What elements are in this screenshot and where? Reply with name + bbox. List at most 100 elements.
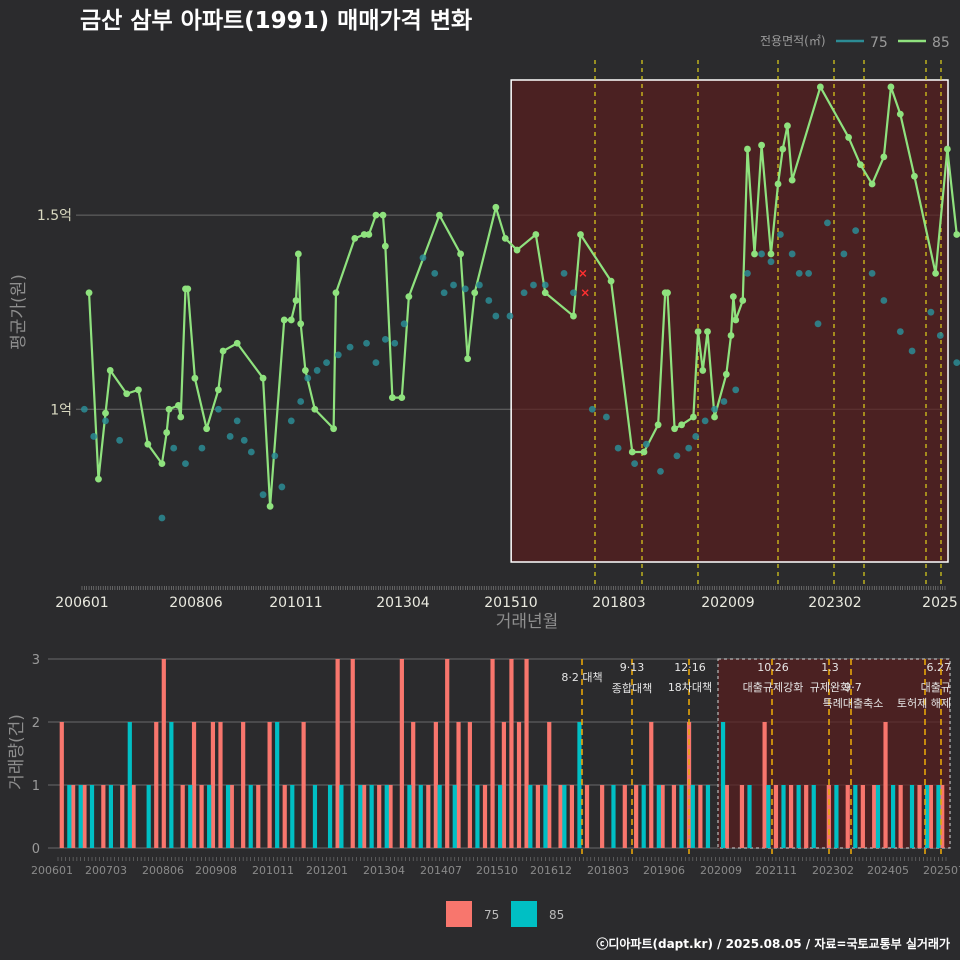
series-85-point-17 — [219, 347, 227, 355]
volume-event-label-5-0: 9·7 — [844, 681, 862, 694]
price-axes: 1억 1.5억 200601 200806 201011 201304 201510 2018… — [37, 208, 958, 611]
series-85-point-35 — [381, 242, 389, 250]
volume-bar-75-63 — [928, 785, 933, 848]
volume-x-tick-2: 200806 — [142, 864, 184, 877]
series-75-point-69 — [908, 347, 916, 355]
series-85-point-71 — [767, 250, 775, 258]
volume-bar-75-4 — [120, 785, 125, 848]
series-85-point-31 — [360, 231, 368, 238]
series-85-point-1 — [95, 475, 102, 483]
volume-bar-75-10 — [199, 785, 204, 848]
series-85-point-44 — [501, 234, 509, 242]
volume-bar-85-27 — [562, 785, 567, 848]
series-85-point-40 — [457, 250, 464, 258]
series-75-point-41 — [570, 289, 577, 297]
volume-bar-85-7 — [188, 785, 193, 848]
volume-bar-75-7 — [161, 659, 166, 848]
series-75-point-40 — [560, 269, 568, 277]
series-85-point-32 — [365, 231, 373, 238]
volume-bar-85-47 — [936, 785, 941, 848]
series-85-point-56 — [671, 425, 678, 433]
bar-legend-swatch-85 — [511, 901, 537, 927]
volume-bar-85-33 — [690, 785, 695, 848]
series-75-point-1 — [90, 433, 98, 440]
series-85-point-47 — [541, 289, 549, 297]
volume-bar-75-59 — [872, 785, 877, 848]
series-75-point-64 — [840, 250, 848, 258]
series-75-point-26 — [391, 339, 399, 347]
series-75-point-6 — [182, 460, 189, 468]
series-75-point-50 — [692, 433, 700, 440]
volume-y-tick-0: 0 — [32, 842, 40, 857]
volume-bar-75-34 — [509, 659, 514, 848]
volume-event-label-2-1: 18차대책 — [668, 681, 712, 694]
volume-bar-75-49 — [698, 785, 703, 848]
series-75-point-34 — [485, 297, 493, 304]
series-75-point-44 — [614, 444, 622, 452]
volume-bar-85-16 — [358, 785, 363, 848]
series-85-point-50 — [607, 277, 615, 285]
series-75-point-24 — [372, 359, 380, 367]
volume-event-label-1-0: 9·13 — [620, 661, 645, 674]
series-75-point-3 — [116, 436, 124, 444]
series-75-point-60 — [795, 269, 803, 277]
series-85-point-19 — [259, 374, 267, 382]
volume-bar-85-38 — [781, 785, 786, 848]
volume-bar-75-23 — [388, 785, 393, 848]
volume-bar-85-22 — [452, 785, 457, 848]
series-75-point-67 — [880, 297, 888, 304]
volume-bar-75-44 — [634, 785, 639, 848]
volume-bar-75-42 — [600, 785, 605, 848]
series-75-point-48 — [673, 452, 681, 460]
series-85-point-16 — [214, 386, 222, 394]
volume-bar-85-35 — [720, 722, 726, 848]
volume-bar-85-45 — [909, 785, 915, 848]
price-y-tick-1: 1.5억 — [37, 208, 72, 224]
series-75-point-2 — [102, 417, 109, 425]
volume-x-tick-13: 202111 — [755, 864, 797, 877]
volume-bar-75-15 — [256, 785, 261, 848]
volume-bar-75-35 — [516, 722, 522, 848]
series-75-point-11 — [240, 436, 248, 444]
volume-bar-75-56 — [826, 785, 831, 848]
volume-bar-75-24 — [399, 659, 404, 848]
series-75-point-38 — [530, 281, 537, 289]
price-marker-0 — [579, 269, 587, 277]
price-x-tick-6: 202009 — [701, 595, 754, 611]
series-85-point-48 — [570, 312, 577, 320]
series-85-point-26 — [301, 367, 309, 374]
volume-event-label-1-1: 종합대책 — [612, 682, 652, 695]
price-series — [80, 83, 960, 522]
series-85-point-52 — [640, 448, 648, 456]
series-85-point-84 — [932, 269, 939, 277]
series-75-point-18 — [304, 374, 312, 382]
volume-bar-75-39 — [558, 785, 563, 848]
series-85-point-34 — [379, 211, 387, 219]
volume-bar-75-19 — [335, 659, 340, 848]
series-85-point-5 — [135, 386, 142, 394]
volume-bar-85-31 — [656, 785, 661, 848]
volume-x-tick-11: 201906 — [643, 864, 685, 877]
series-75-point-8 — [214, 405, 222, 413]
volume-x-tick-16: 202507 — [923, 864, 960, 877]
series-85-point-58 — [689, 413, 697, 421]
series-75-point-37 — [520, 289, 528, 297]
series-75-point-45 — [631, 460, 639, 468]
series-85-point-70 — [758, 141, 765, 149]
series-85-point-9 — [165, 405, 173, 413]
series-85-point-42 — [471, 289, 479, 297]
series-75-point-5 — [170, 444, 178, 452]
series-85-point-21 — [280, 316, 288, 324]
volume-x-tick-12: 202009 — [700, 864, 742, 877]
volume-event-lines: 8·2 대책 9·13 종합대책 12·16 18차대책 10.26 대출규제강화 1.3 규제… — [561, 659, 951, 854]
volume-bar-75-0 — [59, 722, 64, 848]
series-85-point-59 — [694, 328, 702, 335]
volume-bar-85-2 — [89, 785, 95, 848]
volume-bar-75-54 — [788, 785, 794, 848]
price-marker-1 — [581, 289, 589, 297]
volume-bar-75-5 — [131, 785, 136, 848]
series-75-point-46 — [642, 440, 650, 448]
volume-bar-85-39 — [796, 785, 801, 848]
volume-x-tick-3: 200908 — [195, 864, 237, 877]
volume-bar-75-32 — [490, 659, 495, 848]
